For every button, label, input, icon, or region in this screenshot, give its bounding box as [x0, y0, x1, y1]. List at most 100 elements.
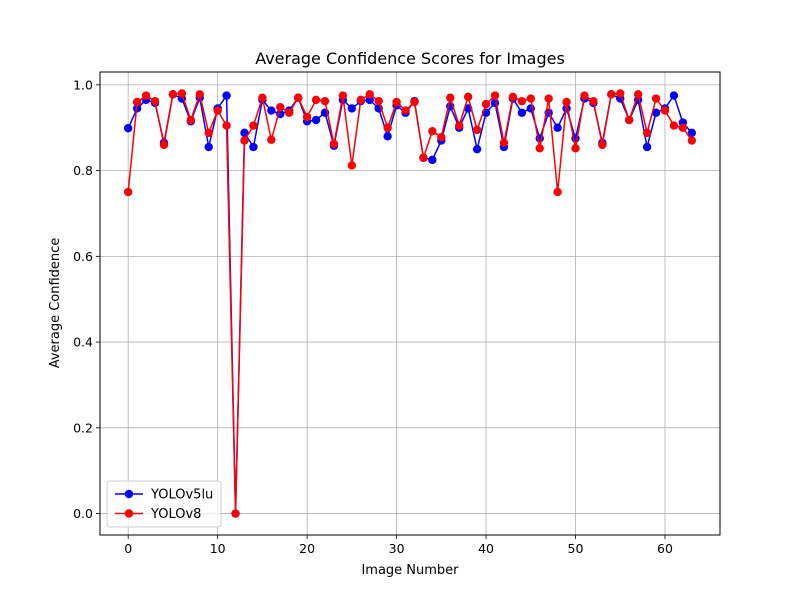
data-point [383, 132, 392, 141]
x-tick-label: 10 [210, 541, 226, 556]
series-layer [123, 89, 697, 518]
data-point [678, 123, 688, 132]
data-point [642, 142, 652, 152]
data-point [437, 132, 446, 142]
data-point [374, 96, 383, 106]
data-point [571, 144, 580, 153]
data-point [687, 136, 697, 145]
data-point [428, 126, 437, 136]
data-point [553, 123, 562, 132]
data-point [517, 96, 527, 106]
data-point [544, 94, 553, 103]
x-tick-label: 50 [568, 541, 584, 556]
data-point [186, 115, 196, 125]
data-point [356, 95, 365, 105]
data-point [642, 128, 652, 138]
y-tick-label: 0.8 [73, 163, 93, 178]
data-point [607, 90, 616, 99]
data-point [240, 128, 249, 138]
legend-item-yolov5lu: YOLOv5lu [115, 488, 213, 503]
y-tick-label: 0.4 [73, 335, 93, 350]
data-point [159, 140, 169, 150]
series-yolov5lu [123, 90, 697, 518]
data-point [490, 98, 500, 108]
data-point [598, 140, 607, 150]
data-point [240, 136, 249, 145]
data-point [499, 138, 509, 147]
data-point [329, 139, 339, 149]
data-point [633, 90, 643, 99]
data-point [249, 121, 258, 130]
legend: YOLOv5lu YOLOv8 [106, 480, 222, 528]
data-point [231, 509, 240, 518]
data-point [258, 93, 267, 102]
series-line [127, 93, 693, 515]
data-point [455, 121, 464, 130]
x-tick-label: 60 [657, 541, 673, 556]
data-point [267, 135, 276, 144]
data-point [365, 90, 374, 99]
y-axis-label: Average Confidence [48, 238, 63, 369]
x-tick-label: 0 [124, 541, 132, 556]
legend-item-yolov8: YOLOv8 [115, 507, 201, 522]
x-axis-label: Image Number [361, 563, 459, 578]
data-point [123, 123, 133, 133]
data-point [276, 102, 285, 112]
y-axis-ticks: 0.0 0.2 0.4 0.6 0.8 1.0 [73, 77, 100, 521]
x-tick-label: 30 [389, 541, 405, 556]
data-point [249, 142, 258, 152]
data-point [446, 93, 455, 102]
data-point [222, 91, 231, 100]
data-point [150, 96, 160, 106]
x-tick-label: 20 [299, 541, 315, 556]
data-point [285, 108, 294, 117]
data-point [168, 90, 178, 99]
data-point [490, 91, 500, 100]
y-tick-label: 0.0 [73, 506, 93, 521]
data-point [383, 123, 392, 132]
data-point [320, 96, 330, 106]
data-point [472, 144, 482, 154]
data-point [651, 108, 661, 117]
data-point [222, 121, 231, 130]
data-point [669, 91, 679, 100]
legend-label: YOLOv8 [150, 507, 201, 522]
data-point [428, 155, 437, 165]
data-point [204, 128, 213, 138]
legend-box [106, 480, 222, 528]
data-point [302, 112, 312, 122]
data-point [141, 91, 151, 100]
data-point [472, 125, 482, 135]
data-point [177, 89, 187, 98]
series-line [127, 92, 693, 515]
data-point [204, 142, 213, 152]
data-point [553, 187, 562, 197]
data-point [410, 97, 419, 107]
data-point [481, 99, 491, 109]
data-point [311, 115, 321, 125]
grid-lines [100, 72, 720, 535]
legend-marker [124, 509, 134, 518]
data-point [517, 108, 527, 117]
data-point [123, 187, 133, 197]
series-yolov8 [123, 89, 697, 518]
y-tick-label: 0.2 [73, 420, 93, 435]
data-point [616, 89, 625, 98]
data-point [293, 93, 303, 102]
data-point [508, 92, 518, 102]
y-tick-label: 1.0 [73, 77, 93, 92]
legend-label: YOLOv5lu [150, 488, 213, 503]
data-point [651, 94, 661, 103]
data-point [580, 91, 589, 100]
data-point [535, 144, 544, 153]
data-point [669, 121, 679, 130]
data-point [347, 161, 357, 170]
data-point [687, 128, 697, 138]
x-axis-ticks: 0 10 20 30 40 50 60 [124, 535, 673, 556]
data-point [392, 97, 401, 107]
data-point [347, 104, 357, 113]
legend-marker [124, 489, 134, 499]
data-point [624, 115, 634, 125]
data-point [660, 106, 670, 115]
